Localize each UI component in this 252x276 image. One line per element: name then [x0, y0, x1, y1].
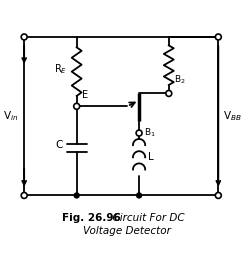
Circle shape: [137, 193, 142, 198]
Text: V$_{in}$: V$_{in}$: [3, 109, 18, 123]
Circle shape: [21, 192, 27, 198]
Text: C: C: [55, 140, 63, 150]
Circle shape: [215, 192, 221, 198]
Text: Circuit For DC: Circuit For DC: [106, 213, 185, 223]
Text: L: L: [148, 152, 154, 162]
Circle shape: [215, 34, 221, 40]
Text: Fig. 26.96: Fig. 26.96: [62, 213, 120, 223]
Circle shape: [136, 130, 142, 136]
Circle shape: [21, 34, 27, 40]
Circle shape: [74, 193, 79, 198]
Circle shape: [74, 103, 80, 109]
Circle shape: [166, 91, 172, 96]
Text: V$_{BB}$: V$_{BB}$: [223, 109, 242, 123]
Text: B$_1$: B$_1$: [144, 127, 156, 139]
Text: R$_E$: R$_E$: [54, 62, 67, 76]
Text: E: E: [82, 90, 88, 100]
Text: B$_2$: B$_2$: [174, 73, 185, 86]
Text: Voltage Detector: Voltage Detector: [83, 226, 171, 236]
